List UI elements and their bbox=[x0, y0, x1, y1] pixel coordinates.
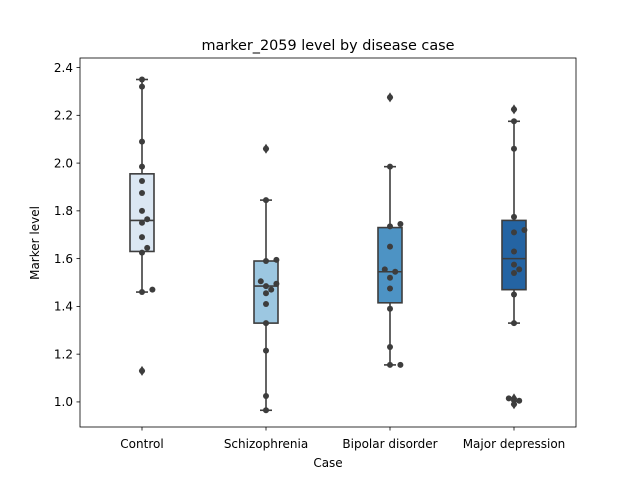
box-2 bbox=[377, 226, 403, 304]
y-tick-label: 1.8 bbox=[54, 204, 73, 218]
data-point bbox=[387, 94, 393, 101]
y-tick-label: 1.0 bbox=[54, 395, 73, 409]
data-point bbox=[511, 401, 517, 408]
data-point bbox=[511, 106, 517, 113]
data-point bbox=[387, 223, 393, 230]
data-point bbox=[268, 286, 275, 293]
chart-title: marker_2059 level by disease case bbox=[201, 38, 454, 54]
data-point bbox=[139, 138, 145, 145]
data-point bbox=[263, 347, 269, 354]
x-tick-label: Control bbox=[120, 437, 163, 451]
data-point bbox=[511, 269, 517, 276]
plot-area: 1.0 1.2 1.4 1.6 1.8 2.0 2.2 2.4 Control Schizophr… bbox=[54, 57, 577, 451]
y-tick-label: 2.0 bbox=[54, 156, 73, 170]
y-tick-label: 2.2 bbox=[54, 109, 73, 123]
y-tick-label: 1.2 bbox=[54, 347, 73, 361]
data-point bbox=[511, 320, 517, 327]
data-point bbox=[511, 248, 517, 255]
data-point bbox=[144, 244, 151, 251]
data-point bbox=[273, 280, 280, 287]
data-point bbox=[139, 289, 145, 296]
y-tick-label: 2.4 bbox=[54, 61, 73, 75]
data-point bbox=[387, 285, 393, 292]
data-point bbox=[511, 261, 517, 268]
data-point bbox=[387, 305, 393, 312]
data-point bbox=[511, 118, 517, 125]
data-point bbox=[521, 226, 528, 233]
data-point bbox=[387, 343, 393, 350]
data-point bbox=[511, 213, 517, 220]
data-point bbox=[139, 163, 145, 170]
x-tick-label: Bipolar disorder bbox=[342, 437, 437, 451]
data-point bbox=[381, 266, 388, 273]
data-point bbox=[387, 361, 393, 368]
data-point bbox=[516, 266, 523, 273]
data-point bbox=[263, 258, 269, 265]
y-tick-label: 1.4 bbox=[54, 300, 73, 314]
x-tick-label: Major depression bbox=[463, 437, 566, 451]
data-point bbox=[149, 286, 156, 293]
data-point bbox=[139, 83, 145, 90]
y-axis-label: Marker level bbox=[28, 206, 42, 280]
data-point bbox=[263, 197, 269, 204]
data-point bbox=[511, 145, 517, 152]
x-tick-label: Schizophrenia bbox=[224, 437, 308, 451]
data-point bbox=[392, 268, 399, 275]
data-point bbox=[257, 278, 264, 285]
data-point bbox=[505, 395, 512, 402]
data-point bbox=[387, 243, 393, 250]
data-point bbox=[387, 274, 393, 281]
data-point bbox=[263, 283, 269, 290]
data-point bbox=[139, 178, 145, 184]
data-point bbox=[139, 234, 145, 241]
data-point bbox=[263, 392, 269, 399]
data-point bbox=[263, 407, 269, 414]
data-point bbox=[139, 189, 145, 196]
data-point bbox=[139, 249, 145, 256]
data-point bbox=[397, 361, 404, 368]
data-point bbox=[263, 301, 269, 307]
data-point bbox=[263, 145, 269, 152]
data-point bbox=[263, 290, 269, 297]
data-point bbox=[387, 163, 393, 170]
data-point bbox=[397, 220, 404, 227]
axes-frame bbox=[79, 57, 577, 428]
x-axis-label: Case bbox=[313, 456, 342, 470]
data-point bbox=[263, 320, 269, 327]
data-point bbox=[139, 219, 145, 226]
data-point bbox=[144, 216, 151, 223]
y-tick-label: 1.6 bbox=[54, 252, 73, 266]
data-point bbox=[273, 256, 280, 263]
data-point bbox=[139, 207, 145, 214]
data-point bbox=[511, 291, 517, 298]
data-point bbox=[139, 76, 145, 83]
data-point bbox=[516, 397, 523, 404]
data-point bbox=[139, 367, 145, 374]
data-point bbox=[511, 229, 517, 236]
